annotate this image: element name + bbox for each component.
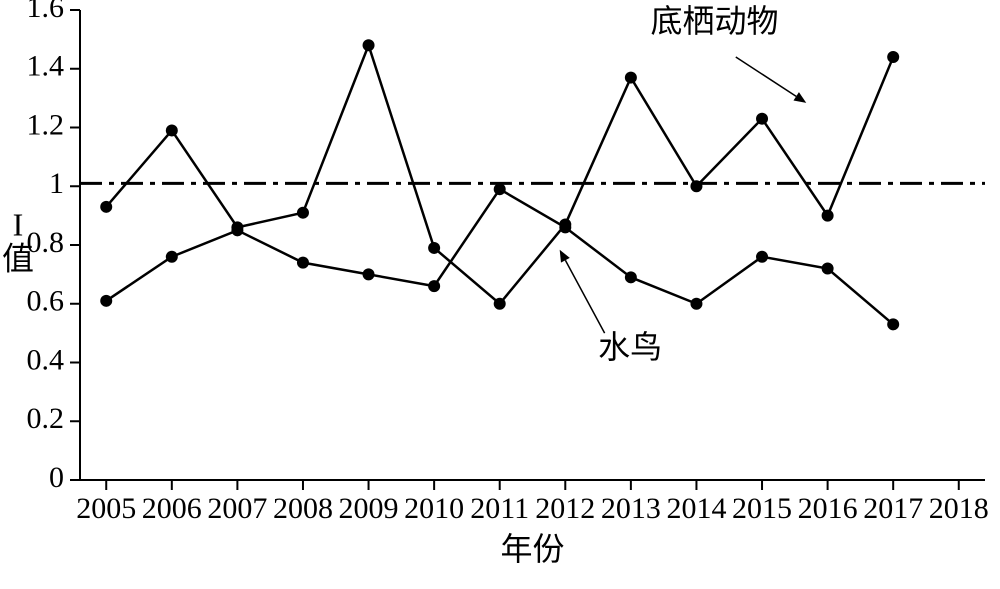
data-point-waterbird	[166, 251, 178, 263]
x-tick-label: 2015	[732, 492, 792, 525]
y-tick-label: 0.6	[27, 285, 65, 318]
data-point-benthic	[428, 242, 440, 254]
annotation-arrowhead-waterbird	[560, 250, 570, 263]
y-axis-title: 值	[2, 240, 34, 276]
x-tick-label: 2011	[470, 492, 529, 525]
line-chart: 00.20.40.60.811.21.41.620052006200720082…	[0, 0, 1000, 589]
x-tick-label: 2005	[76, 492, 136, 525]
x-tick-label: 2016	[798, 492, 858, 525]
series-label-waterbird: 水鸟	[598, 329, 662, 365]
x-tick-label: 2014	[666, 492, 726, 525]
data-point-waterbird	[494, 183, 506, 195]
annotation-arrow-waterbird	[565, 260, 604, 333]
data-point-waterbird	[559, 221, 571, 233]
x-tick-label: 2012	[535, 492, 595, 525]
x-tick-label: 2013	[601, 492, 661, 525]
x-tick-label: 2018	[929, 492, 989, 525]
y-tick-label: 1.4	[27, 50, 65, 83]
y-tick-label: 1.2	[27, 108, 65, 141]
data-point-waterbird	[297, 257, 309, 269]
data-point-waterbird	[625, 271, 637, 283]
annotation-arrowhead-benthic	[793, 92, 806, 103]
y-tick-label: 1.6	[27, 0, 65, 24]
data-point-waterbird	[231, 224, 243, 236]
y-tick-label: 0.4	[27, 343, 65, 376]
data-point-benthic	[822, 210, 834, 222]
y-tick-label: 0	[49, 461, 64, 494]
data-point-waterbird	[428, 280, 440, 292]
series-line-benthic	[106, 45, 893, 304]
y-tick-label: 1	[49, 167, 64, 200]
data-point-waterbird	[887, 318, 899, 330]
data-point-benthic	[494, 298, 506, 310]
series-label-benthic: 底栖动物	[651, 3, 779, 39]
data-point-benthic	[756, 113, 768, 125]
x-tick-label: 2006	[142, 492, 202, 525]
x-axis-title: 年份	[500, 531, 564, 567]
data-point-benthic	[690, 180, 702, 192]
annotation-arrow-benthic	[736, 57, 796, 96]
data-point-benthic	[166, 124, 178, 136]
x-tick-label: 2007	[207, 492, 267, 525]
chart-container: 00.20.40.60.811.21.41.620052006200720082…	[0, 0, 1000, 589]
data-point-benthic	[625, 72, 637, 84]
axes	[80, 10, 985, 480]
data-point-benthic	[887, 51, 899, 63]
data-point-benthic	[100, 201, 112, 213]
data-point-waterbird	[690, 298, 702, 310]
x-tick-label: 2010	[404, 492, 464, 525]
data-point-waterbird	[100, 295, 112, 307]
data-point-benthic	[363, 39, 375, 51]
data-point-waterbird	[822, 263, 834, 275]
data-point-waterbird	[363, 268, 375, 280]
y-tick-label: 0.2	[27, 402, 65, 435]
data-point-benthic	[297, 207, 309, 219]
y-axis-title: I	[13, 206, 24, 242]
data-point-waterbird	[756, 251, 768, 263]
x-tick-label: 2017	[863, 492, 923, 525]
x-tick-label: 2008	[273, 492, 333, 525]
x-tick-label: 2009	[339, 492, 399, 525]
